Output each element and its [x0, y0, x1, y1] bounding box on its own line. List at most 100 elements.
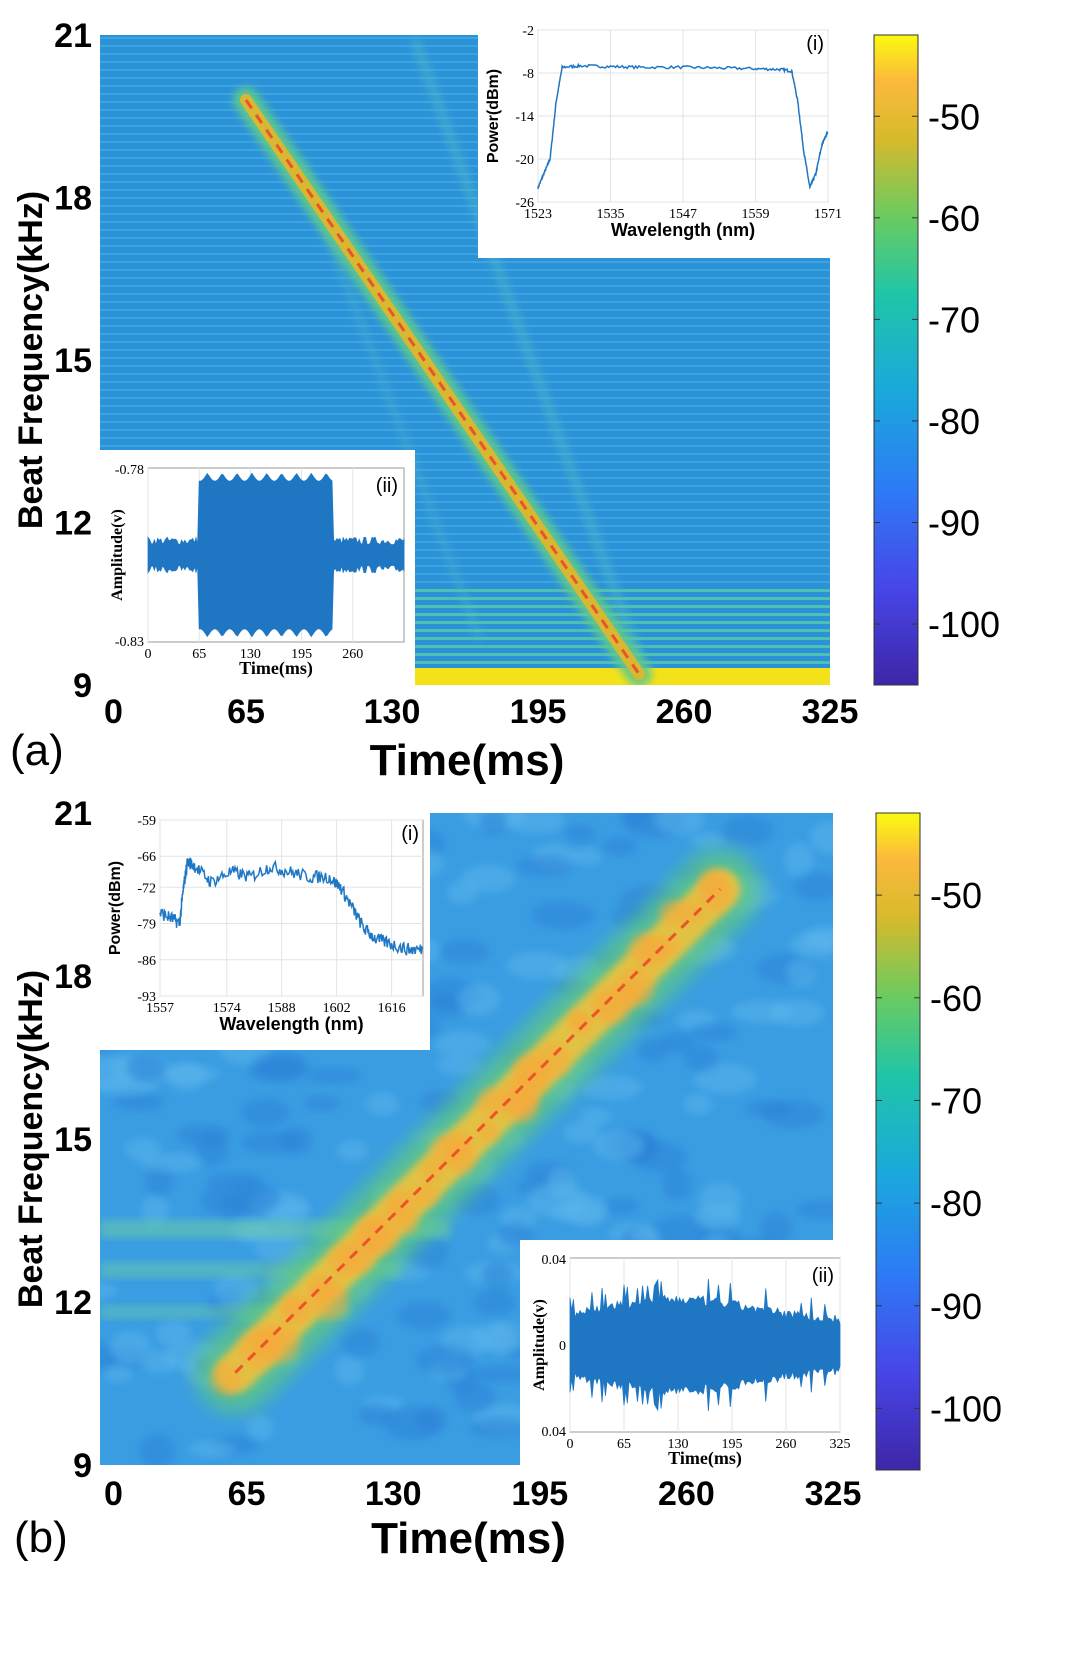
- noise-blob: [428, 995, 467, 1019]
- waveform-trace: [569, 1278, 841, 1412]
- noise-blob: [139, 1433, 176, 1465]
- spectrum-trace: [537, 62, 829, 190]
- noise-blob: [102, 1365, 133, 1383]
- noise-blob: [604, 1197, 639, 1216]
- noise-blob: [124, 1137, 161, 1161]
- noise-blob: [254, 1050, 309, 1080]
- inset-y-tick-label: -26: [515, 196, 534, 211]
- y-tick-label: 15: [54, 342, 92, 380]
- colorbar-tick-label: -60: [930, 978, 982, 1019]
- inset-x-tick-label: 1588: [268, 1001, 296, 1016]
- inset-x-tick-label: 0: [567, 1437, 574, 1452]
- noise-blob: [506, 813, 566, 834]
- noise-blob: [551, 1202, 603, 1222]
- x-tick-label: 325: [802, 693, 859, 731]
- noise-blob: [562, 1120, 601, 1144]
- noise-blob: [482, 1261, 513, 1292]
- noise-blob: [516, 855, 573, 878]
- noise-blob: [469, 1418, 529, 1439]
- inset-x-tick-label: 1547: [669, 207, 697, 222]
- chirp-band-b: [195, 849, 761, 1413]
- noise-blob: [571, 848, 603, 865]
- inset-y-tick-label: -66: [137, 850, 156, 865]
- noise-blob: [470, 1365, 533, 1383]
- noise-blob: [803, 925, 833, 950]
- inset-y-tick-label: -59: [137, 814, 156, 829]
- y-tick-label: 9: [73, 1447, 92, 1485]
- inset-plot-area: [159, 819, 424, 997]
- noise-blob: [436, 1055, 483, 1076]
- inset-y-label: Power(dBm): [485, 69, 502, 163]
- inset-x-tick-label: 0: [145, 647, 152, 662]
- colorbar-tick-label: -80: [930, 1183, 982, 1224]
- chirp-blob: [260, 1323, 300, 1363]
- chirp-blob: [210, 1362, 243, 1395]
- noise-blob: [699, 1182, 742, 1218]
- noise-blob: [341, 1327, 380, 1357]
- noise-blob: [223, 1182, 281, 1214]
- colorbar-tick-label: -60: [928, 198, 980, 239]
- x-tick-label: 0: [104, 1475, 123, 1513]
- x-axis-label: Time(ms): [371, 1514, 566, 1563]
- x-tick-label: 195: [510, 693, 567, 731]
- noise-blob: [358, 1403, 393, 1426]
- colorbar-tick-label: -90: [928, 503, 980, 544]
- x-tick-label: 0: [104, 693, 123, 731]
- inset-x-tick-label: 1616: [378, 1001, 406, 1016]
- noise-blob: [690, 832, 726, 849]
- chirp-blob: [476, 1087, 506, 1118]
- chirp-blob: [568, 1009, 589, 1030]
- inset-y-tick-label: -2: [522, 24, 534, 39]
- noise-blob: [654, 813, 705, 835]
- noise-blob: [246, 1414, 275, 1441]
- noise-blob: [457, 983, 501, 1016]
- inset-x-label: Time(ms): [668, 1448, 742, 1469]
- chirp-blob: [284, 1299, 305, 1320]
- noise-blob: [759, 1211, 793, 1247]
- noise-blob: [487, 1324, 516, 1356]
- y-tick-label: 12: [54, 1284, 92, 1322]
- noise-blob: [454, 1381, 496, 1413]
- axes-a: 0 65 130 195 260 325 9 12 15 18 21 Time(ms) Beat Fre…: [12, 17, 858, 785]
- inset-x-tick-label: 195: [722, 1437, 743, 1452]
- inset-y-tick-label: -8: [522, 67, 534, 82]
- inset-a-waveform: 0 65 130 195 260 -0.78 -0.83 (ii) Time(ms) Amplit…: [100, 450, 415, 690]
- inset-x-tick-label: 130: [240, 647, 261, 662]
- inset-y-label: Power(dBm): [107, 861, 124, 955]
- inset-x-tick-label: 260: [342, 647, 363, 662]
- panel-label-a: (a): [10, 726, 64, 775]
- noise-blob: [240, 1130, 300, 1155]
- noise-blob: [188, 1440, 235, 1458]
- inset-x-tick-label: 1557: [146, 1001, 174, 1016]
- noise-blob: [721, 815, 774, 846]
- colorbar-gradient: [875, 812, 921, 1471]
- noise-blob: [365, 1092, 400, 1117]
- x-tick-label: 195: [511, 1475, 568, 1513]
- panel-b: 0 65 130 195 260 325 9 12 15 18 21 Time(ms) Beat Fre…: [12, 795, 1002, 1563]
- inset-y-tick-label: -72: [137, 881, 156, 896]
- inset-b-waveform: 0 65 130 195 260 3250.0400.04(ii)Time(ms)Ampl…: [520, 1240, 851, 1470]
- noise-blob: [690, 1023, 738, 1042]
- noise-blob: [397, 1301, 451, 1330]
- inset-y-tick-label: 0: [559, 1339, 566, 1354]
- noise-blob: [693, 1063, 757, 1095]
- inset-x-tick-label: 65: [192, 647, 206, 662]
- x-tick-label: 325: [805, 1475, 862, 1513]
- y-tick-label: 21: [54, 795, 92, 833]
- noise-blob: [213, 1273, 260, 1308]
- noise-blob: [140, 1350, 179, 1374]
- chirp-band-a: [233, 87, 653, 685]
- colorbar-tick-label: -50: [930, 875, 982, 916]
- noise-blob: [632, 1142, 688, 1173]
- noise-blob: [784, 842, 814, 879]
- noise-blob: [592, 1130, 645, 1161]
- inset-a-spectrum: 1523 1535 1547 1559 1571 -2 -8 -14 -20 -26 (i) Wave…: [478, 18, 842, 258]
- noise-blob: [240, 1098, 291, 1128]
- inset-x-label: Wavelength (nm): [219, 1014, 363, 1034]
- noise-blob: [602, 836, 638, 857]
- noise-blob: [730, 1000, 794, 1023]
- waveform-trace: [147, 472, 405, 638]
- inset-y-tick-label: 0.04: [542, 1425, 567, 1440]
- x-tick-label: 130: [364, 693, 421, 731]
